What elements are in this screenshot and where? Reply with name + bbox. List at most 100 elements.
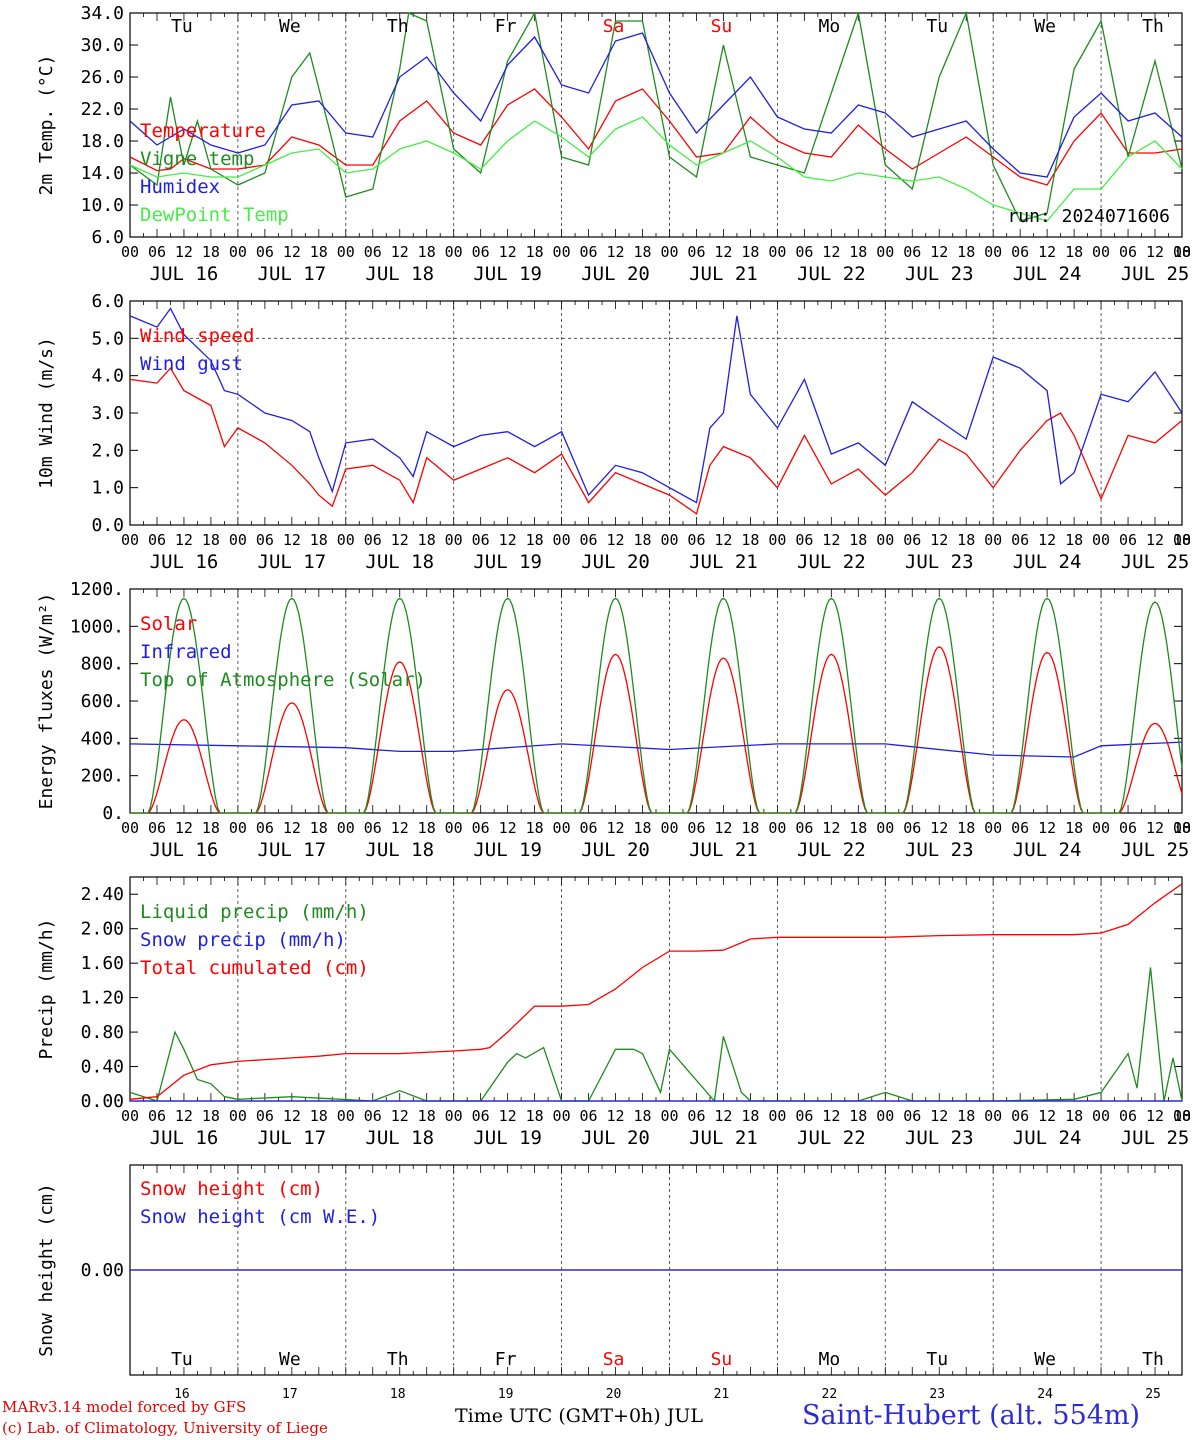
hour-tick-label: 06	[364, 819, 382, 837]
date-label: JUL 20	[581, 1127, 650, 1149]
weekday-label: Th	[387, 1349, 409, 1370]
hour-tick-label: 00	[768, 1107, 786, 1125]
y-tick-label: 26.0	[81, 67, 124, 88]
hour-tick-label: 06	[795, 243, 813, 261]
hour-tick-label: 06	[1011, 819, 1029, 837]
weekday-label: Su	[711, 16, 733, 37]
day-number-label: 22	[822, 1387, 838, 1400]
date-label: JUL 25	[1121, 839, 1190, 861]
series-line-dewpoint-temp	[129, 116, 1183, 222]
hour-tick-label: 06	[148, 819, 166, 837]
hour-tick-label: 06	[903, 819, 921, 837]
y-tick-label: 5.0	[91, 328, 124, 349]
hour-tick-label: 18	[202, 531, 220, 549]
series-line-total-cumulated-cm-	[129, 883, 1183, 1100]
legend-entry: Temperature	[140, 120, 266, 142]
hour-tick-label: 18	[957, 819, 975, 837]
weekday-label: Th	[1142, 1349, 1164, 1370]
hour-tick-label: 06	[687, 531, 705, 549]
weekday-label: Fr	[495, 1349, 517, 1370]
hour-tick-label: 18	[1065, 819, 1083, 837]
hour-tick-label: 06	[1119, 1107, 1137, 1125]
panel-1	[129, 10, 1183, 238]
date-label: JUL 23	[905, 263, 974, 285]
hour-tick-label: 18	[310, 531, 328, 549]
y-tick-label: 10.0	[81, 195, 124, 216]
hour-tick-label: 18	[633, 819, 651, 837]
date-label: JUL 23	[905, 1127, 974, 1149]
y-tick-label: 18.0	[81, 131, 124, 152]
y-tick-label: 600.	[81, 691, 124, 712]
hour-tick-label: 12	[607, 819, 625, 837]
hour-tick-label: 12	[175, 243, 193, 261]
hour-tick-label: 18	[526, 243, 544, 261]
date-label: JUL 16	[150, 839, 219, 861]
hour-tick-label: 12	[175, 819, 193, 837]
date-label: JUL 19	[473, 839, 542, 861]
hour-tick-label: 00	[121, 1107, 139, 1125]
hour-tick-label: 18	[1065, 531, 1083, 549]
date-label: JUL 18	[365, 551, 434, 573]
weekday-label: We	[1034, 16, 1056, 37]
date-label: JUL 21	[689, 263, 758, 285]
hour-tick-label: 12	[391, 531, 409, 549]
hour-tick-label: 00	[876, 1107, 894, 1125]
series-line-vigne-temp	[129, 10, 1183, 222]
date-label: JUL 21	[689, 839, 758, 861]
hour-tick-label: 12	[930, 531, 948, 549]
hour-tick-label: 12	[714, 531, 732, 549]
hour-tick-label: 12	[391, 819, 409, 837]
date-label: JUL 17	[258, 263, 327, 285]
weekday-label: Fr	[495, 16, 517, 37]
hour-tick-label: 18	[633, 531, 651, 549]
y-tick-label: 0.80	[81, 1022, 124, 1043]
hour-tick-label: 12	[607, 1107, 625, 1125]
date-label: JUL 22	[797, 839, 866, 861]
date-label: JUL 17	[258, 551, 327, 573]
hour-tick-label: 12	[1146, 819, 1164, 837]
hour-tick-label: 00	[229, 1107, 247, 1125]
series-line-humidex	[129, 32, 1183, 178]
hour-tick-label: 06	[364, 1107, 382, 1125]
hour-tick-label: 12	[499, 531, 517, 549]
hour-tick-label: 00	[229, 819, 247, 837]
hour-tick-label: 06	[256, 1107, 274, 1125]
series-line-infrared	[129, 741, 1183, 758]
hour-tick-label: 00	[660, 531, 678, 549]
hour-tick-label: 00	[445, 819, 463, 837]
weekday-label: We	[279, 1349, 301, 1370]
y-axis-title: Energy fluxes (W/m²)	[36, 593, 57, 810]
series-line-wind-speed	[129, 367, 1183, 515]
hour-tick-label: 06	[903, 1107, 921, 1125]
hour-tick-label: 18	[202, 243, 220, 261]
hour-tick-label: 00	[768, 243, 786, 261]
weekday-label: Tu	[926, 1349, 948, 1370]
hour-tick-label: 18	[849, 819, 867, 837]
hour-tick-label: 12	[1038, 1107, 1056, 1125]
y-tick-label: 1.20	[81, 988, 124, 1009]
hour-tick-label: 06	[1011, 243, 1029, 261]
legend-entry: Snow precip (mm/h)	[140, 929, 346, 951]
hour-tick-label: 12	[391, 243, 409, 261]
hour-tick-label: 12	[714, 1107, 732, 1125]
hour-tick-label: 18	[418, 819, 436, 837]
hour-tick-label: 18	[1173, 1107, 1191, 1125]
date-label: JUL 22	[797, 263, 866, 285]
y-tick-label: 30.0	[81, 35, 124, 56]
hour-tick-label: 06	[472, 243, 490, 261]
hour-tick-label: 00	[984, 819, 1002, 837]
date-label: JUL 20	[581, 551, 650, 573]
plot-frame	[129, 588, 1183, 814]
day-number-label: 24	[1037, 1387, 1053, 1400]
legend-entry: Infrared	[140, 641, 232, 663]
date-label: JUL 24	[1013, 263, 1082, 285]
hour-tick-label: 18	[633, 243, 651, 261]
legend-entry: Humidex	[140, 176, 220, 198]
hour-tick-label: 12	[283, 531, 301, 549]
y-tick-label: 1000.	[70, 616, 124, 637]
hour-tick-label: 00	[553, 531, 571, 549]
hour-tick-label: 18	[310, 819, 328, 837]
hour-tick-label: 18	[418, 1107, 436, 1125]
weekday-label: Th	[1142, 16, 1164, 37]
date-label: JUL 25	[1121, 263, 1190, 285]
